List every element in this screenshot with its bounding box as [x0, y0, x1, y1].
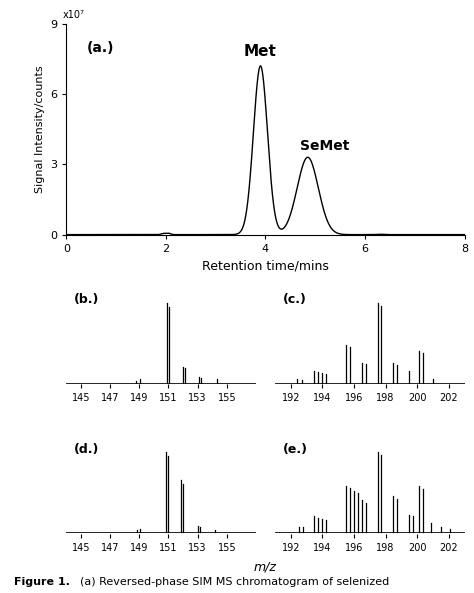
Text: Figure 1.: Figure 1.: [14, 577, 70, 587]
Text: (d.): (d.): [74, 442, 100, 455]
Text: SeMet: SeMet: [301, 139, 350, 154]
Text: (c.): (c.): [283, 293, 306, 306]
Text: (e.): (e.): [283, 442, 308, 455]
Text: (b.): (b.): [74, 293, 100, 306]
X-axis label: Retention time/mins: Retention time/mins: [202, 259, 329, 272]
Text: (a) Reversed-phase SIM MS chromatogram of selenized: (a) Reversed-phase SIM MS chromatogram o…: [73, 577, 390, 587]
Text: (a.): (a.): [86, 40, 114, 55]
Text: m/z: m/z: [254, 560, 277, 573]
Y-axis label: Signal Intensity/counts: Signal Intensity/counts: [35, 65, 45, 193]
Text: Met: Met: [244, 44, 277, 59]
Text: x10⁷: x10⁷: [63, 9, 84, 20]
